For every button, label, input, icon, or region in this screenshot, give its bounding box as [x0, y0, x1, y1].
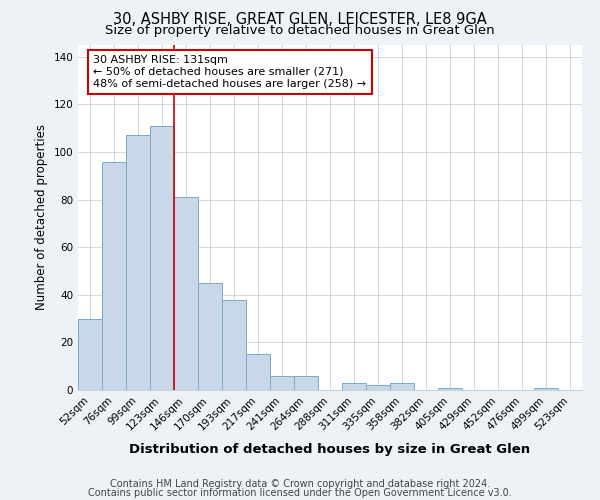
- Bar: [294, 376, 318, 390]
- Text: 30, ASHBY RISE, GREAT GLEN, LEICESTER, LE8 9GA: 30, ASHBY RISE, GREAT GLEN, LEICESTER, L…: [113, 12, 487, 28]
- Text: Contains public sector information licensed under the Open Government Licence v3: Contains public sector information licen…: [88, 488, 512, 498]
- Text: Size of property relative to detached houses in Great Glen: Size of property relative to detached ho…: [105, 24, 495, 37]
- Bar: [438, 388, 462, 390]
- Bar: [78, 318, 102, 390]
- Bar: [126, 136, 150, 390]
- Text: 30 ASHBY RISE: 131sqm
← 50% of detached houses are smaller (271)
48% of semi-det: 30 ASHBY RISE: 131sqm ← 50% of detached …: [93, 56, 366, 88]
- Bar: [246, 354, 270, 390]
- Bar: [534, 388, 558, 390]
- X-axis label: Distribution of detached houses by size in Great Glen: Distribution of detached houses by size …: [130, 443, 530, 456]
- Text: Contains HM Land Registry data © Crown copyright and database right 2024.: Contains HM Land Registry data © Crown c…: [110, 479, 490, 489]
- Bar: [390, 383, 414, 390]
- Bar: [198, 283, 222, 390]
- Bar: [222, 300, 246, 390]
- Bar: [342, 383, 366, 390]
- Bar: [102, 162, 126, 390]
- Bar: [174, 198, 198, 390]
- Y-axis label: Number of detached properties: Number of detached properties: [35, 124, 48, 310]
- Bar: [270, 376, 294, 390]
- Bar: [366, 385, 390, 390]
- Bar: [150, 126, 174, 390]
